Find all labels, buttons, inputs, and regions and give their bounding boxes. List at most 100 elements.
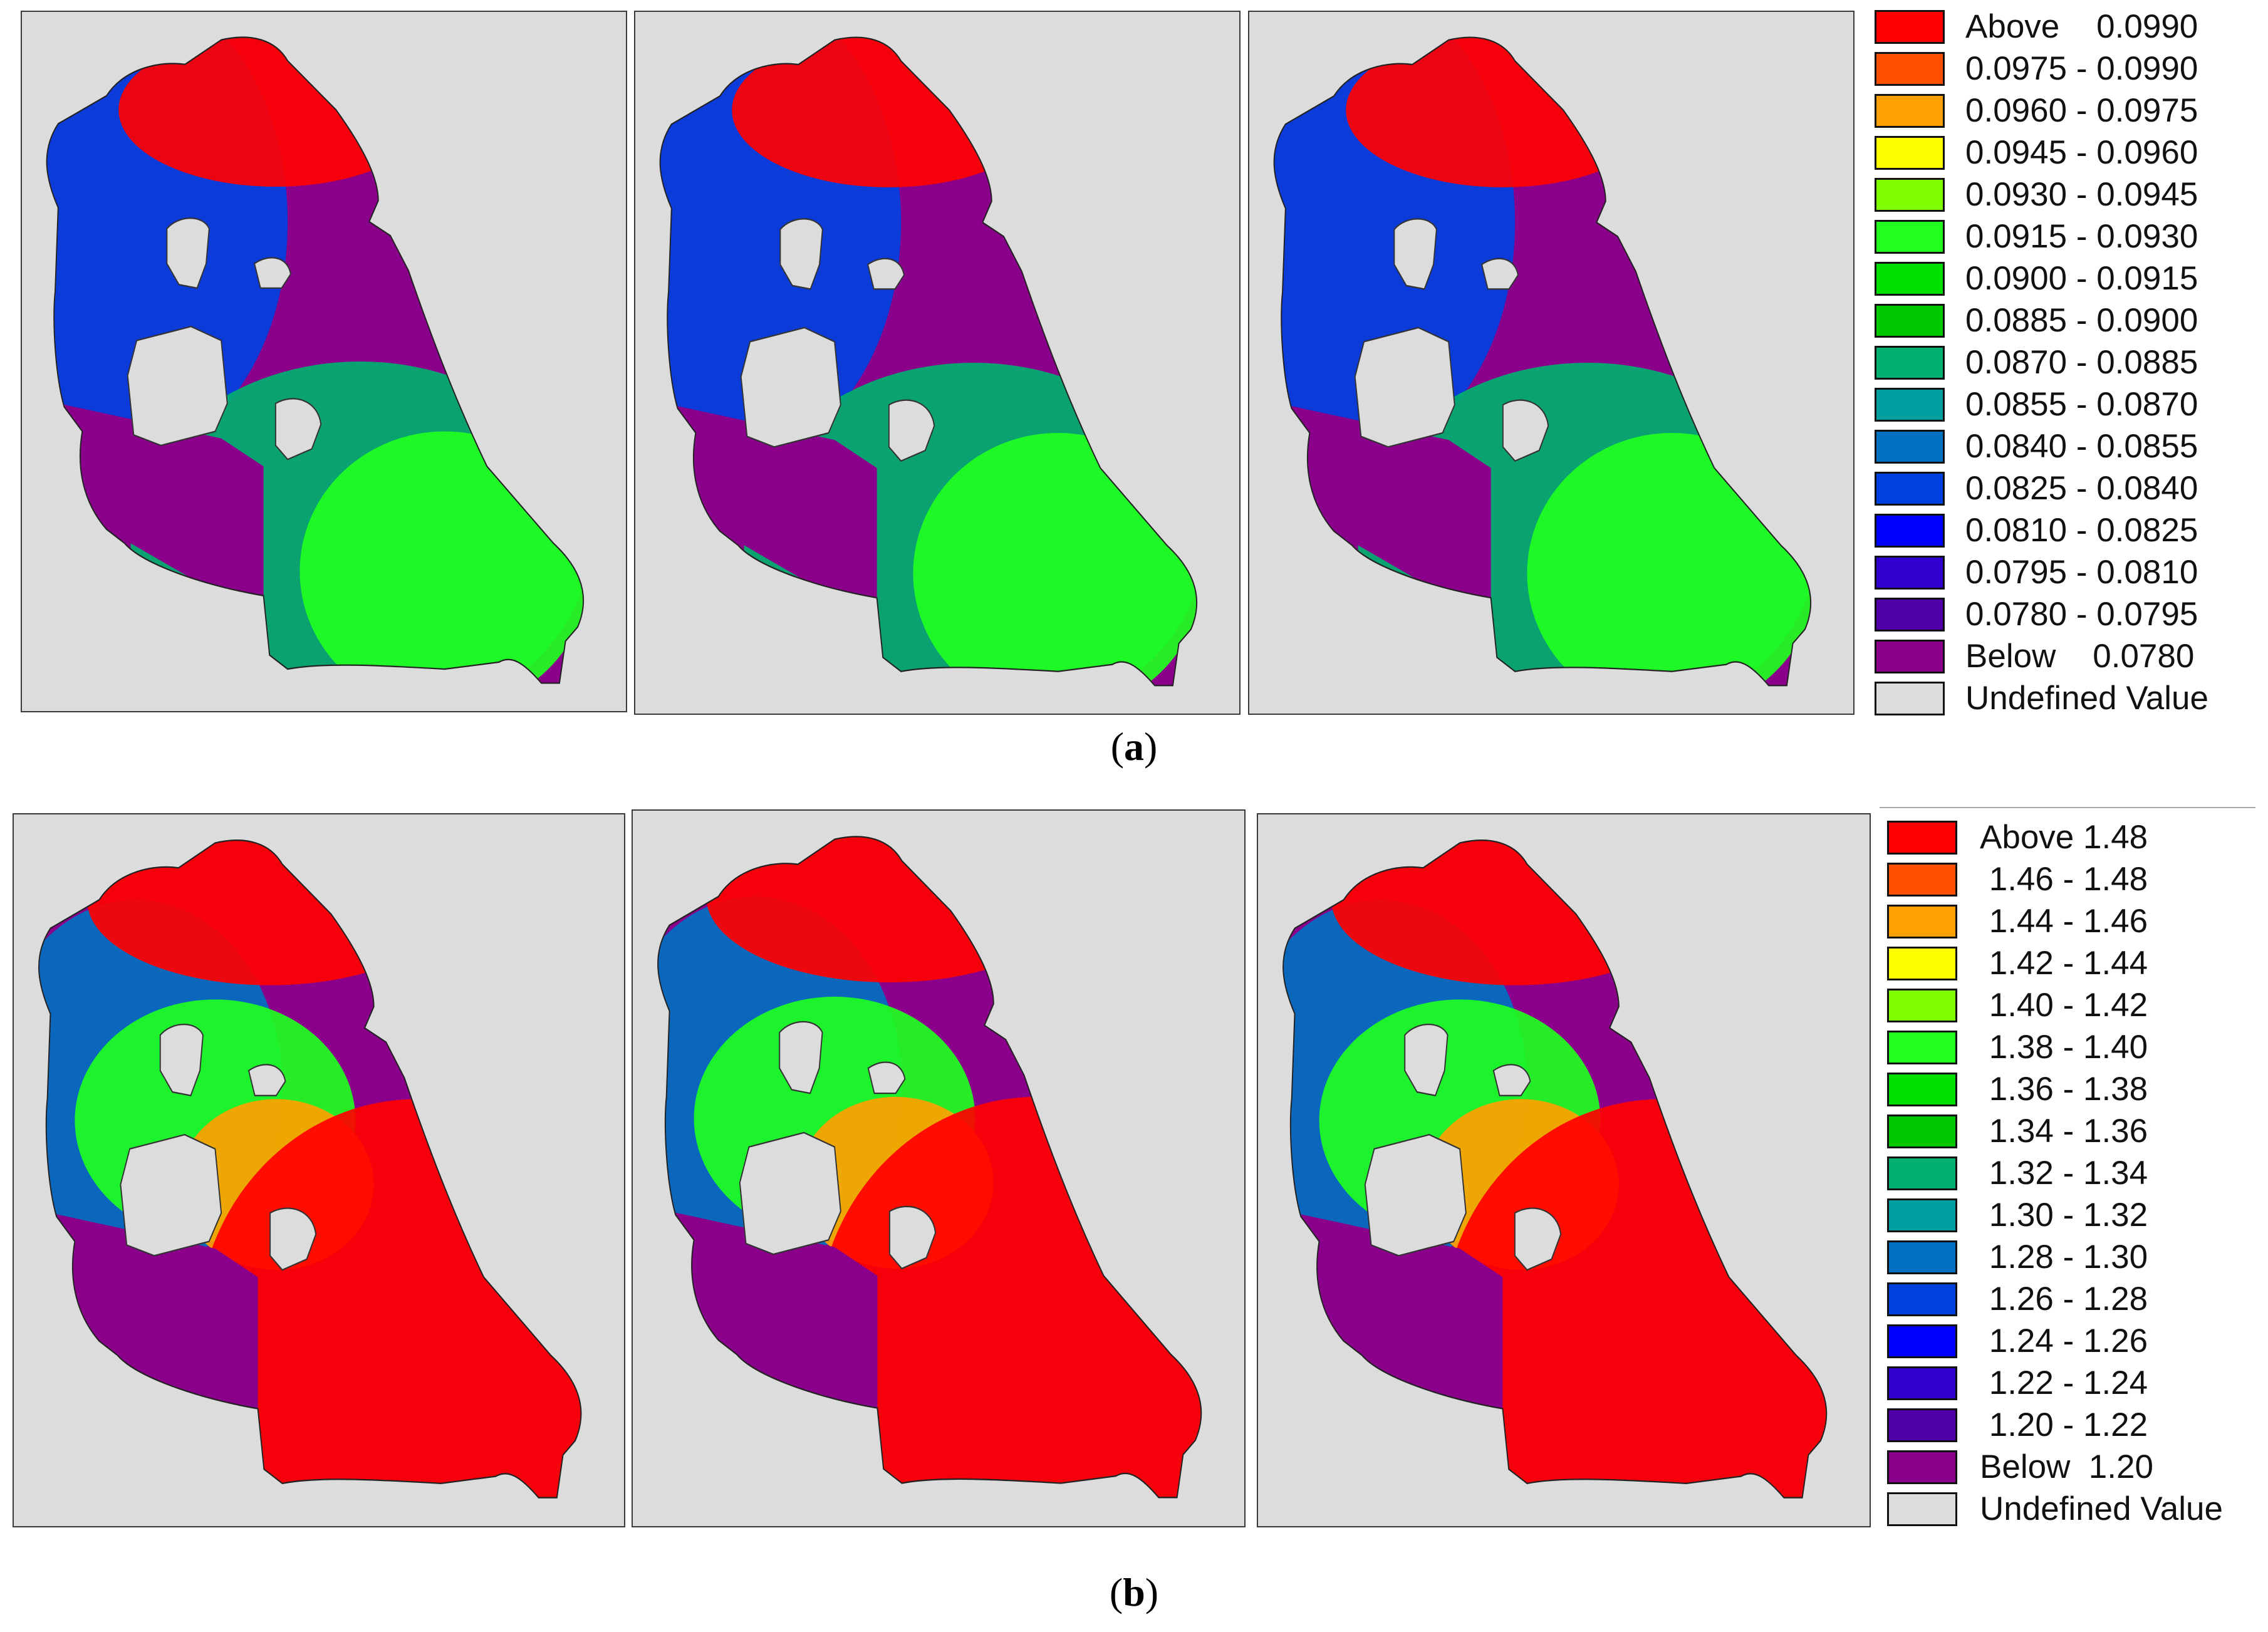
legend-swatch [1887,1240,1957,1274]
lake-outline [657,836,1202,1499]
legend-label: Below 0.0780 [1965,638,2195,675]
legend-label: 1.38 - 1.40 [1980,1029,2148,1066]
lake-outline [38,839,582,1499]
legend-swatch [1875,52,1945,86]
island-3 [1364,1134,1467,1257]
legend-label: Above 0.0990 [1965,8,2198,45]
purple-lobe [671,405,877,601]
legend-label: 0.0825 - 0.0840 [1965,470,2198,507]
purple-lobe [50,1213,258,1413]
legend-label: 1.36 - 1.38 [1980,1071,2148,1108]
legend-b-top-rule [1880,807,2255,808]
legend-swatch [1875,598,1945,631]
island-4 [888,399,935,462]
legend-label: 0.0885 - 0.0900 [1965,302,2198,339]
legend-swatch [1887,1408,1957,1442]
red-zone-top [86,840,454,985]
lake-surface [660,37,1197,686]
legend-label: 1.32 - 1.34 [1980,1155,2148,1192]
legend-label: 1.28 - 1.30 [1980,1239,2148,1276]
legend-label: Undefined Value [1980,1490,2223,1527]
legend-label: Undefined Value [1965,680,2208,717]
legend-swatch [1875,472,1945,506]
island-1 [779,1021,823,1094]
legend-label: 1.20 - 1.22 [1980,1406,2148,1443]
lake-outline [1282,839,1828,1499]
legend-swatch [1887,821,1957,855]
legend-swatch [1875,94,1945,128]
legend-swatch [1875,136,1945,170]
island-1 [1393,218,1437,290]
lake-surface [1274,37,1811,686]
legend-swatch [1887,1282,1957,1316]
map-panel-a1 [21,11,627,712]
legend-swatch [1887,1031,1957,1064]
island-3 [127,326,228,447]
legend-label: 1.24 - 1.26 [1980,1323,2148,1359]
legend-label: 0.0900 - 0.0915 [1965,260,2198,297]
legend-a: Above 0.0990 0.0975 - 0.0990 0.0960 - 0.09… [1875,8,2250,734]
legend-label: 1.30 - 1.32 [1980,1197,2148,1234]
purple-lobe [58,403,264,600]
map-panel-a2 [634,11,1241,715]
red-zone-top [1331,840,1698,985]
legend-swatch [1875,430,1945,464]
island-2 [867,1061,906,1094]
island-1 [1404,1023,1449,1096]
map-panel-b1 [13,813,625,1527]
legend-swatch [1875,346,1945,380]
caption-a: (a) [1110,724,1158,769]
lake-map-b1 [38,839,582,1499]
island-4 [1502,399,1549,462]
red-zone [118,37,433,187]
red-zone-top [706,836,1073,983]
legend-label: 0.0870 - 0.0885 [1965,344,2198,381]
legend-label: 0.0840 - 0.0855 [1965,428,2198,465]
lake-map-a1 [46,36,585,684]
legend-label: 0.0945 - 0.0960 [1965,134,2198,171]
purple-lobe [1294,1213,1503,1413]
legend-swatch [1875,640,1945,673]
lake-map-a3 [1273,36,1812,687]
caption-b: (b) [1109,1570,1159,1614]
island-4 [888,1205,937,1270]
lake-outline [659,36,1198,687]
lake-map-b2 [657,836,1202,1499]
legend-label: 0.0960 - 0.0975 [1965,92,2198,129]
legend-swatch [1875,10,1945,44]
legend-swatch [1887,1492,1957,1526]
lake-surface [46,37,584,683]
legend-swatch [1887,1198,1957,1232]
lake-surface [38,840,581,1498]
legend-swatch [1887,1073,1957,1106]
island-4 [274,398,322,460]
legend-swatch [1875,514,1945,548]
island-3 [739,1131,841,1255]
legend-label: 0.0930 - 0.0945 [1965,176,2198,213]
island-2 [867,257,905,290]
legend-swatch [1887,1324,1957,1358]
map-panel-b2 [632,809,1246,1527]
legend-label: 0.0795 - 0.0810 [1965,554,2198,591]
legend-swatch [1887,1450,1957,1484]
lake-outline [1273,36,1812,687]
legend-label: 0.0975 - 0.0990 [1965,50,2198,87]
island-2 [1492,1064,1531,1096]
island-4 [1514,1207,1562,1271]
legend-swatch [1875,556,1945,590]
legend-label: 1.22 - 1.24 [1980,1364,2148,1401]
legend-swatch [1887,863,1957,897]
lake-map-b3 [1282,839,1828,1499]
legend-swatch [1875,220,1945,254]
legend-label: 1.44 - 1.46 [1980,903,2148,940]
legend-swatch [1875,262,1945,296]
lake-surface [658,836,1202,1498]
lake-surface [1283,840,1827,1498]
red-zone [732,37,1046,187]
map-panel-a3 [1248,11,1854,715]
legend-label: 1.42 - 1.44 [1980,945,2148,982]
legend-swatch [1887,1115,1957,1148]
legend-label: Below 1.20 [1980,1448,2153,1485]
red-zone [1346,37,1660,187]
island-1 [779,218,823,290]
